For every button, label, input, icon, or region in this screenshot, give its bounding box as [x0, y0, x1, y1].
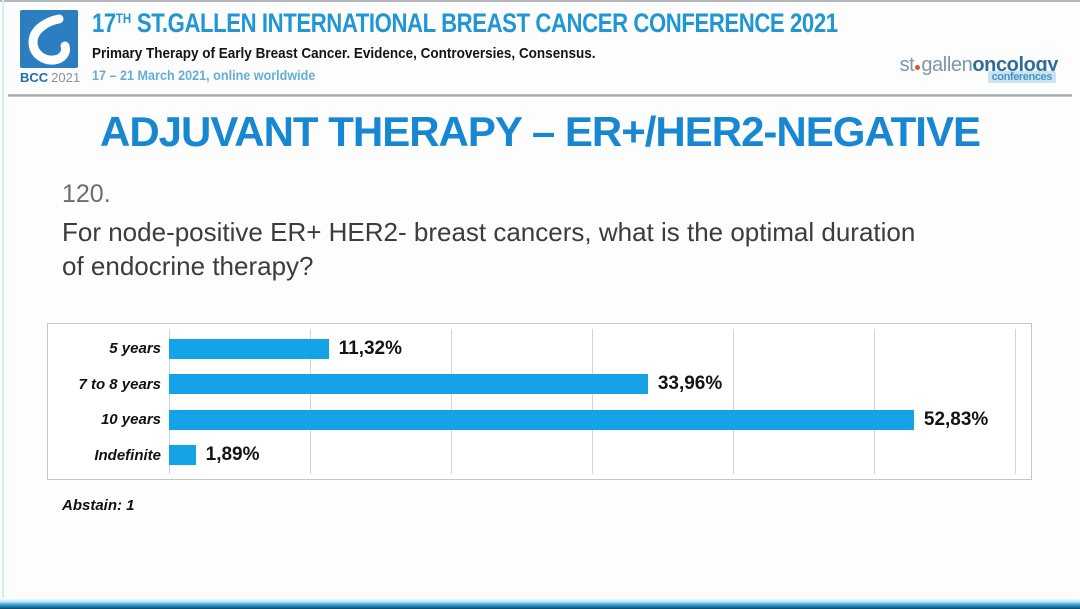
bcc-logo-caption: BCC 2021: [20, 70, 84, 85]
stgallen-logo-oncology: oncology: [972, 54, 1058, 76]
slide-title: ADJUVANT THERAPY – ER+/HER2-NEGATIVE: [99, 108, 981, 155]
bar-track: 11,32%: [169, 338, 1015, 360]
bar: [169, 338, 329, 359]
chart-row: 7 to 8 years 33,96%: [48, 367, 1031, 403]
stgallen-logo-dot-icon: [915, 65, 921, 70]
bar-category-label: Indefinite: [94, 446, 161, 464]
stgallen-logo-st: st: [899, 54, 915, 76]
bcc-logo-icon: [20, 10, 78, 68]
bar-value-label: 11,32%: [338, 337, 403, 359]
chart-rows: 5 years 11,32% 7 to 8 years 33,96% 10 years 5…: [48, 324, 1031, 479]
question-number: 120.: [62, 180, 111, 208]
chart-row: Indefinite 1,89%: [48, 438, 1031, 474]
poll-results-chart: 5 years 11,32% 7 to 8 years 33,96% 10 years 5…: [47, 323, 1032, 480]
footer-bar: [0, 598, 1080, 609]
bar-value-label: 1,89%: [205, 444, 260, 466]
conference-title: 17TH ST.GALLEN INTERNATIONAL BREAST CANC…: [92, 10, 838, 37]
top-edge-line: [0, 0, 1080, 2]
chart-gridline: [874, 329, 875, 474]
conference-header: 17TH ST.GALLEN INTERNATIONAL BREAST CANC…: [92, 10, 1001, 83]
chart-gridline: [732, 329, 734, 474]
abstain-note: Abstain: 1: [62, 497, 135, 514]
bcc-year: 2021: [51, 70, 81, 85]
chart-gridline: [169, 329, 170, 474]
chart-gridline: [450, 329, 452, 474]
bar-category-label: 5 years: [109, 340, 161, 358]
chart-gridline: [309, 329, 311, 474]
stgallen-logo-gallen: gallen: [921, 54, 973, 76]
bcc-logo: BCC 2021: [20, 10, 84, 85]
question-text: For node-positive ER+ HER2- breast cance…: [62, 217, 916, 281]
chart-row: 5 years 11,32%: [48, 331, 1031, 367]
conference-title-sup: TH: [115, 10, 132, 26]
bar-value-label: 33,96%: [657, 373, 723, 395]
conference-title-num: 17: [92, 8, 116, 38]
chart-plot-area: [169, 329, 1016, 474]
bar-category-label: 7 to 8 years: [78, 375, 161, 393]
conference-title-rest: ST.GALLEN INTERNATIONAL BREAST CANCER CO…: [131, 8, 838, 38]
chart-gridline: [592, 329, 593, 474]
header-divider: [8, 94, 1072, 97]
chart-gridline: [1015, 329, 1016, 474]
bar-value-label: 52,83%: [923, 408, 989, 430]
bcc-label: BCC: [20, 70, 49, 85]
conference-subtitle: Primary Therapy of Early Breast Cancer. …: [92, 45, 596, 62]
bar: [169, 374, 648, 395]
bar-track: 52,83%: [169, 409, 1015, 431]
chart-row: 10 years 52,83%: [48, 402, 1031, 438]
stgallen-logo-conferences: conferences: [987, 71, 1056, 83]
bar: [169, 445, 196, 466]
conference-dates: 17 – 21 March 2021, online worldwide: [92, 66, 316, 83]
bar-track: 33,96%: [169, 373, 1015, 395]
left-edge-line: [2, 0, 4, 609]
bar-track: 1,89%: [169, 444, 1015, 466]
bar: [169, 409, 914, 430]
bar-category-label: 10 years: [100, 411, 161, 429]
stgallen-oncology-logo: st gallenoncology conferences: [899, 54, 1058, 83]
